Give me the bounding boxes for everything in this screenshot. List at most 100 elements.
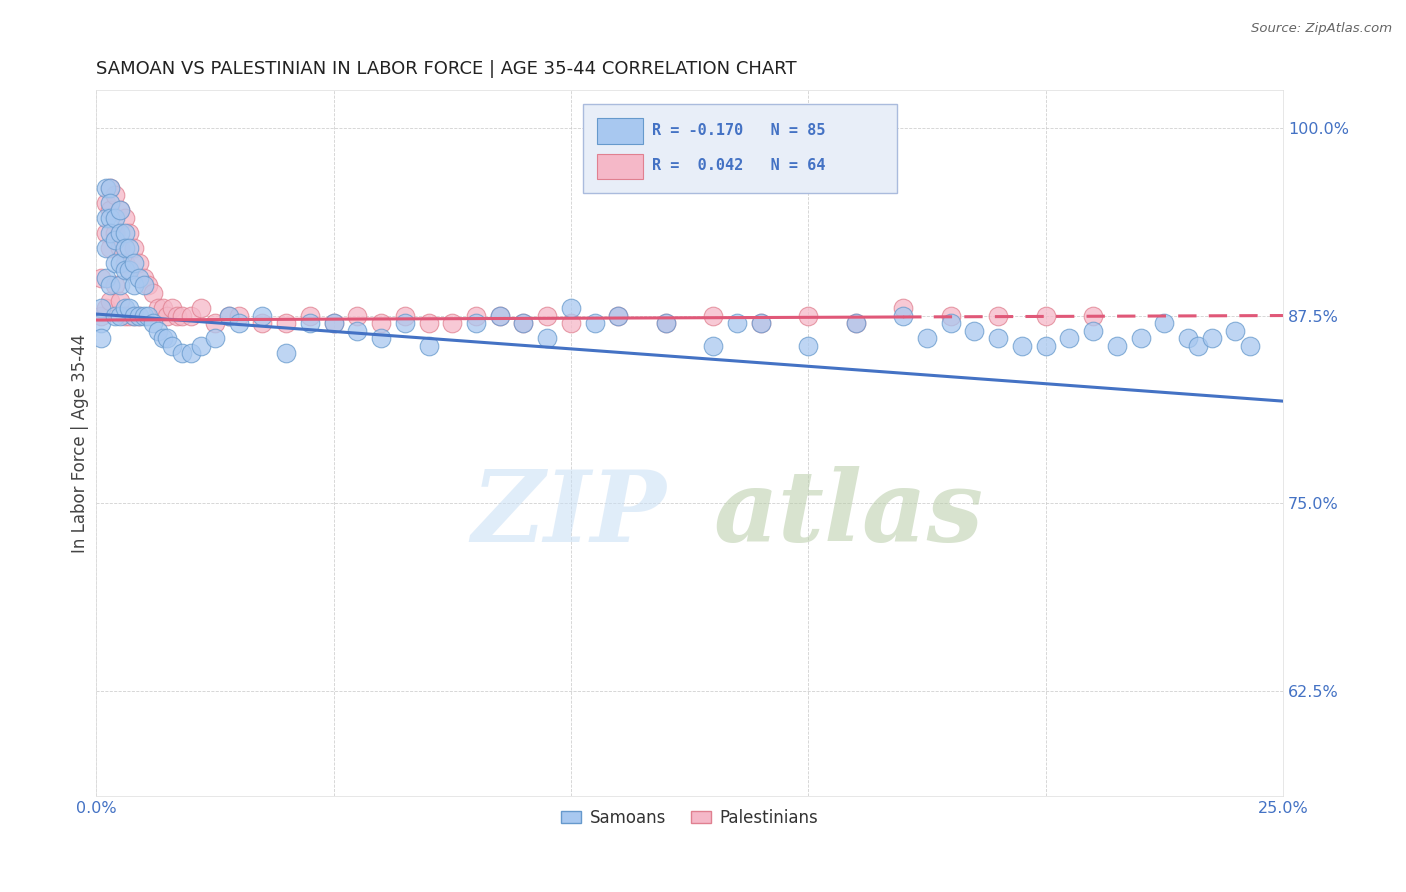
Point bbox=[108, 241, 131, 255]
Point bbox=[90, 316, 112, 330]
Point bbox=[512, 316, 534, 330]
Point bbox=[370, 331, 392, 345]
Point bbox=[702, 338, 724, 352]
Point bbox=[394, 309, 416, 323]
Point bbox=[118, 241, 141, 255]
Point bbox=[132, 271, 155, 285]
Point bbox=[1239, 338, 1261, 352]
Point bbox=[797, 309, 820, 323]
Point bbox=[987, 331, 1010, 345]
Point bbox=[122, 309, 145, 323]
Point bbox=[108, 226, 131, 240]
Point bbox=[583, 316, 606, 330]
Text: R = -0.170   N = 85: R = -0.170 N = 85 bbox=[651, 123, 825, 138]
Point bbox=[218, 309, 240, 323]
Point bbox=[104, 226, 127, 240]
Point bbox=[749, 316, 772, 330]
Point bbox=[122, 278, 145, 293]
Point bbox=[465, 316, 488, 330]
Point bbox=[114, 211, 136, 225]
Point bbox=[987, 309, 1010, 323]
Point bbox=[1035, 309, 1057, 323]
Point bbox=[132, 309, 155, 323]
Point bbox=[90, 331, 112, 345]
Point bbox=[100, 181, 122, 195]
Point bbox=[108, 256, 131, 270]
Point bbox=[146, 324, 169, 338]
Point bbox=[128, 256, 150, 270]
Point bbox=[346, 324, 368, 338]
Point bbox=[114, 301, 136, 315]
Point bbox=[156, 331, 179, 345]
Point bbox=[394, 316, 416, 330]
Point bbox=[488, 309, 510, 323]
Point bbox=[108, 293, 131, 308]
Point bbox=[274, 346, 297, 360]
Point bbox=[204, 331, 226, 345]
Point bbox=[122, 309, 145, 323]
Y-axis label: In Labor Force | Age 35-44: In Labor Force | Age 35-44 bbox=[72, 334, 89, 553]
Point bbox=[114, 309, 136, 323]
Text: atlas: atlas bbox=[713, 466, 983, 562]
Point bbox=[322, 316, 344, 330]
Point bbox=[488, 309, 510, 323]
Point bbox=[108, 203, 131, 218]
Point bbox=[655, 316, 678, 330]
Point bbox=[104, 309, 127, 323]
Point bbox=[204, 316, 226, 330]
Point bbox=[104, 188, 127, 202]
Point bbox=[512, 316, 534, 330]
Point bbox=[94, 241, 117, 255]
Point bbox=[142, 316, 165, 330]
Point bbox=[725, 316, 748, 330]
Point bbox=[152, 301, 174, 315]
Point bbox=[118, 226, 141, 240]
Point bbox=[128, 309, 150, 323]
Point bbox=[90, 271, 112, 285]
Point bbox=[346, 309, 368, 323]
Point bbox=[104, 278, 127, 293]
Point bbox=[749, 316, 772, 330]
Point bbox=[218, 309, 240, 323]
Point bbox=[298, 309, 321, 323]
Point bbox=[100, 226, 122, 240]
Point bbox=[114, 241, 136, 255]
Point bbox=[104, 234, 127, 248]
Point bbox=[655, 316, 678, 330]
Point bbox=[915, 331, 938, 345]
Point bbox=[797, 338, 820, 352]
Point bbox=[152, 331, 174, 345]
Point bbox=[170, 346, 193, 360]
Point bbox=[298, 316, 321, 330]
Point bbox=[1187, 338, 1209, 352]
Point bbox=[122, 256, 145, 270]
Point bbox=[100, 203, 122, 218]
Text: R =  0.042   N = 64: R = 0.042 N = 64 bbox=[651, 158, 825, 173]
Point bbox=[1129, 331, 1152, 345]
Point bbox=[1035, 338, 1057, 352]
Text: SAMOAN VS PALESTINIAN IN LABOR FORCE | AGE 35-44 CORRELATION CHART: SAMOAN VS PALESTINIAN IN LABOR FORCE | A… bbox=[96, 60, 797, 78]
Point bbox=[560, 316, 582, 330]
Point bbox=[1059, 331, 1081, 345]
Point bbox=[100, 278, 122, 293]
Point bbox=[1177, 331, 1199, 345]
Point bbox=[142, 285, 165, 300]
Point bbox=[274, 316, 297, 330]
FancyBboxPatch shape bbox=[598, 119, 644, 144]
Point bbox=[108, 278, 131, 293]
Point bbox=[228, 316, 250, 330]
Point bbox=[108, 309, 131, 323]
Point bbox=[160, 301, 183, 315]
Point bbox=[418, 316, 440, 330]
Point bbox=[180, 309, 202, 323]
Point bbox=[114, 263, 136, 277]
Point bbox=[1081, 324, 1104, 338]
Point bbox=[118, 263, 141, 277]
Point bbox=[100, 195, 122, 210]
Point bbox=[190, 338, 212, 352]
Point bbox=[128, 271, 150, 285]
Point bbox=[114, 256, 136, 270]
Point bbox=[132, 278, 155, 293]
Point bbox=[560, 301, 582, 315]
Point bbox=[322, 316, 344, 330]
